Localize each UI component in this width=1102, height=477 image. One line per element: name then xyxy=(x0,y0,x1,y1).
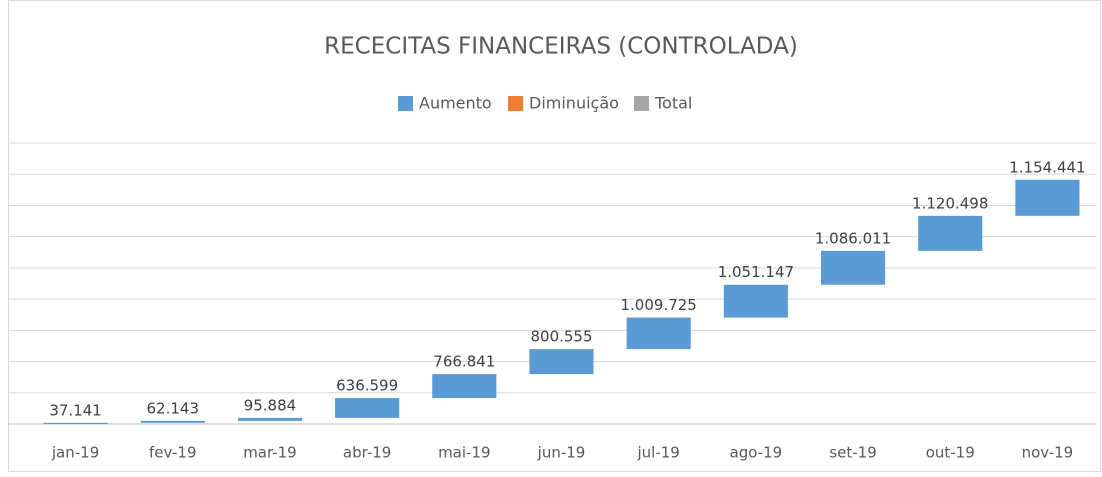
bar xyxy=(1015,179,1080,216)
legend-label: Total xyxy=(654,94,692,113)
bar xyxy=(626,317,691,350)
data-label: 37.141 xyxy=(49,401,102,419)
x-tick-label: fev-19 xyxy=(149,444,196,462)
data-label: 636.599 xyxy=(336,377,398,395)
x-tick-label: mai-19 xyxy=(438,444,490,462)
x-tick-label: jun-19 xyxy=(537,444,586,462)
legend-swatch xyxy=(508,96,523,111)
legend-label: Aumento xyxy=(419,94,492,113)
x-tick-label: mar-19 xyxy=(243,444,297,462)
bar xyxy=(918,215,983,251)
data-label: 766.841 xyxy=(433,353,495,371)
x-tick-label: abr-19 xyxy=(343,444,391,462)
data-label: 95.884 xyxy=(244,396,297,414)
x-tick-label: out-19 xyxy=(926,444,975,462)
legend-swatch xyxy=(634,96,649,111)
data-label: 800.555 xyxy=(530,328,592,346)
bar xyxy=(820,250,886,285)
bar xyxy=(237,417,303,421)
data-label: 1.154.441 xyxy=(1009,158,1085,176)
bar xyxy=(529,349,594,375)
data-label: 1.120.498 xyxy=(912,194,988,212)
data-label: 1.086.011 xyxy=(815,229,891,247)
legend-swatch xyxy=(398,96,413,111)
x-tick-label: ago-19 xyxy=(730,444,783,462)
bar xyxy=(723,284,788,318)
bar xyxy=(432,374,497,399)
x-tick-label: nov-19 xyxy=(1022,444,1074,462)
chart-title: RECECITAS FINANCEIRAS (CONTROLADA) xyxy=(324,34,798,60)
data-label: 62.143 xyxy=(147,399,200,417)
x-tick-label: jan-19 xyxy=(51,444,99,462)
bar xyxy=(335,398,400,418)
x-tick-label: set-19 xyxy=(829,444,876,462)
bar xyxy=(140,420,205,423)
data-label: 1.009.725 xyxy=(621,296,697,314)
x-tick-label: jul-19 xyxy=(637,444,680,462)
bar xyxy=(43,422,108,424)
data-label: 1.051.147 xyxy=(718,263,794,281)
legend-label: Diminuição xyxy=(529,94,619,113)
